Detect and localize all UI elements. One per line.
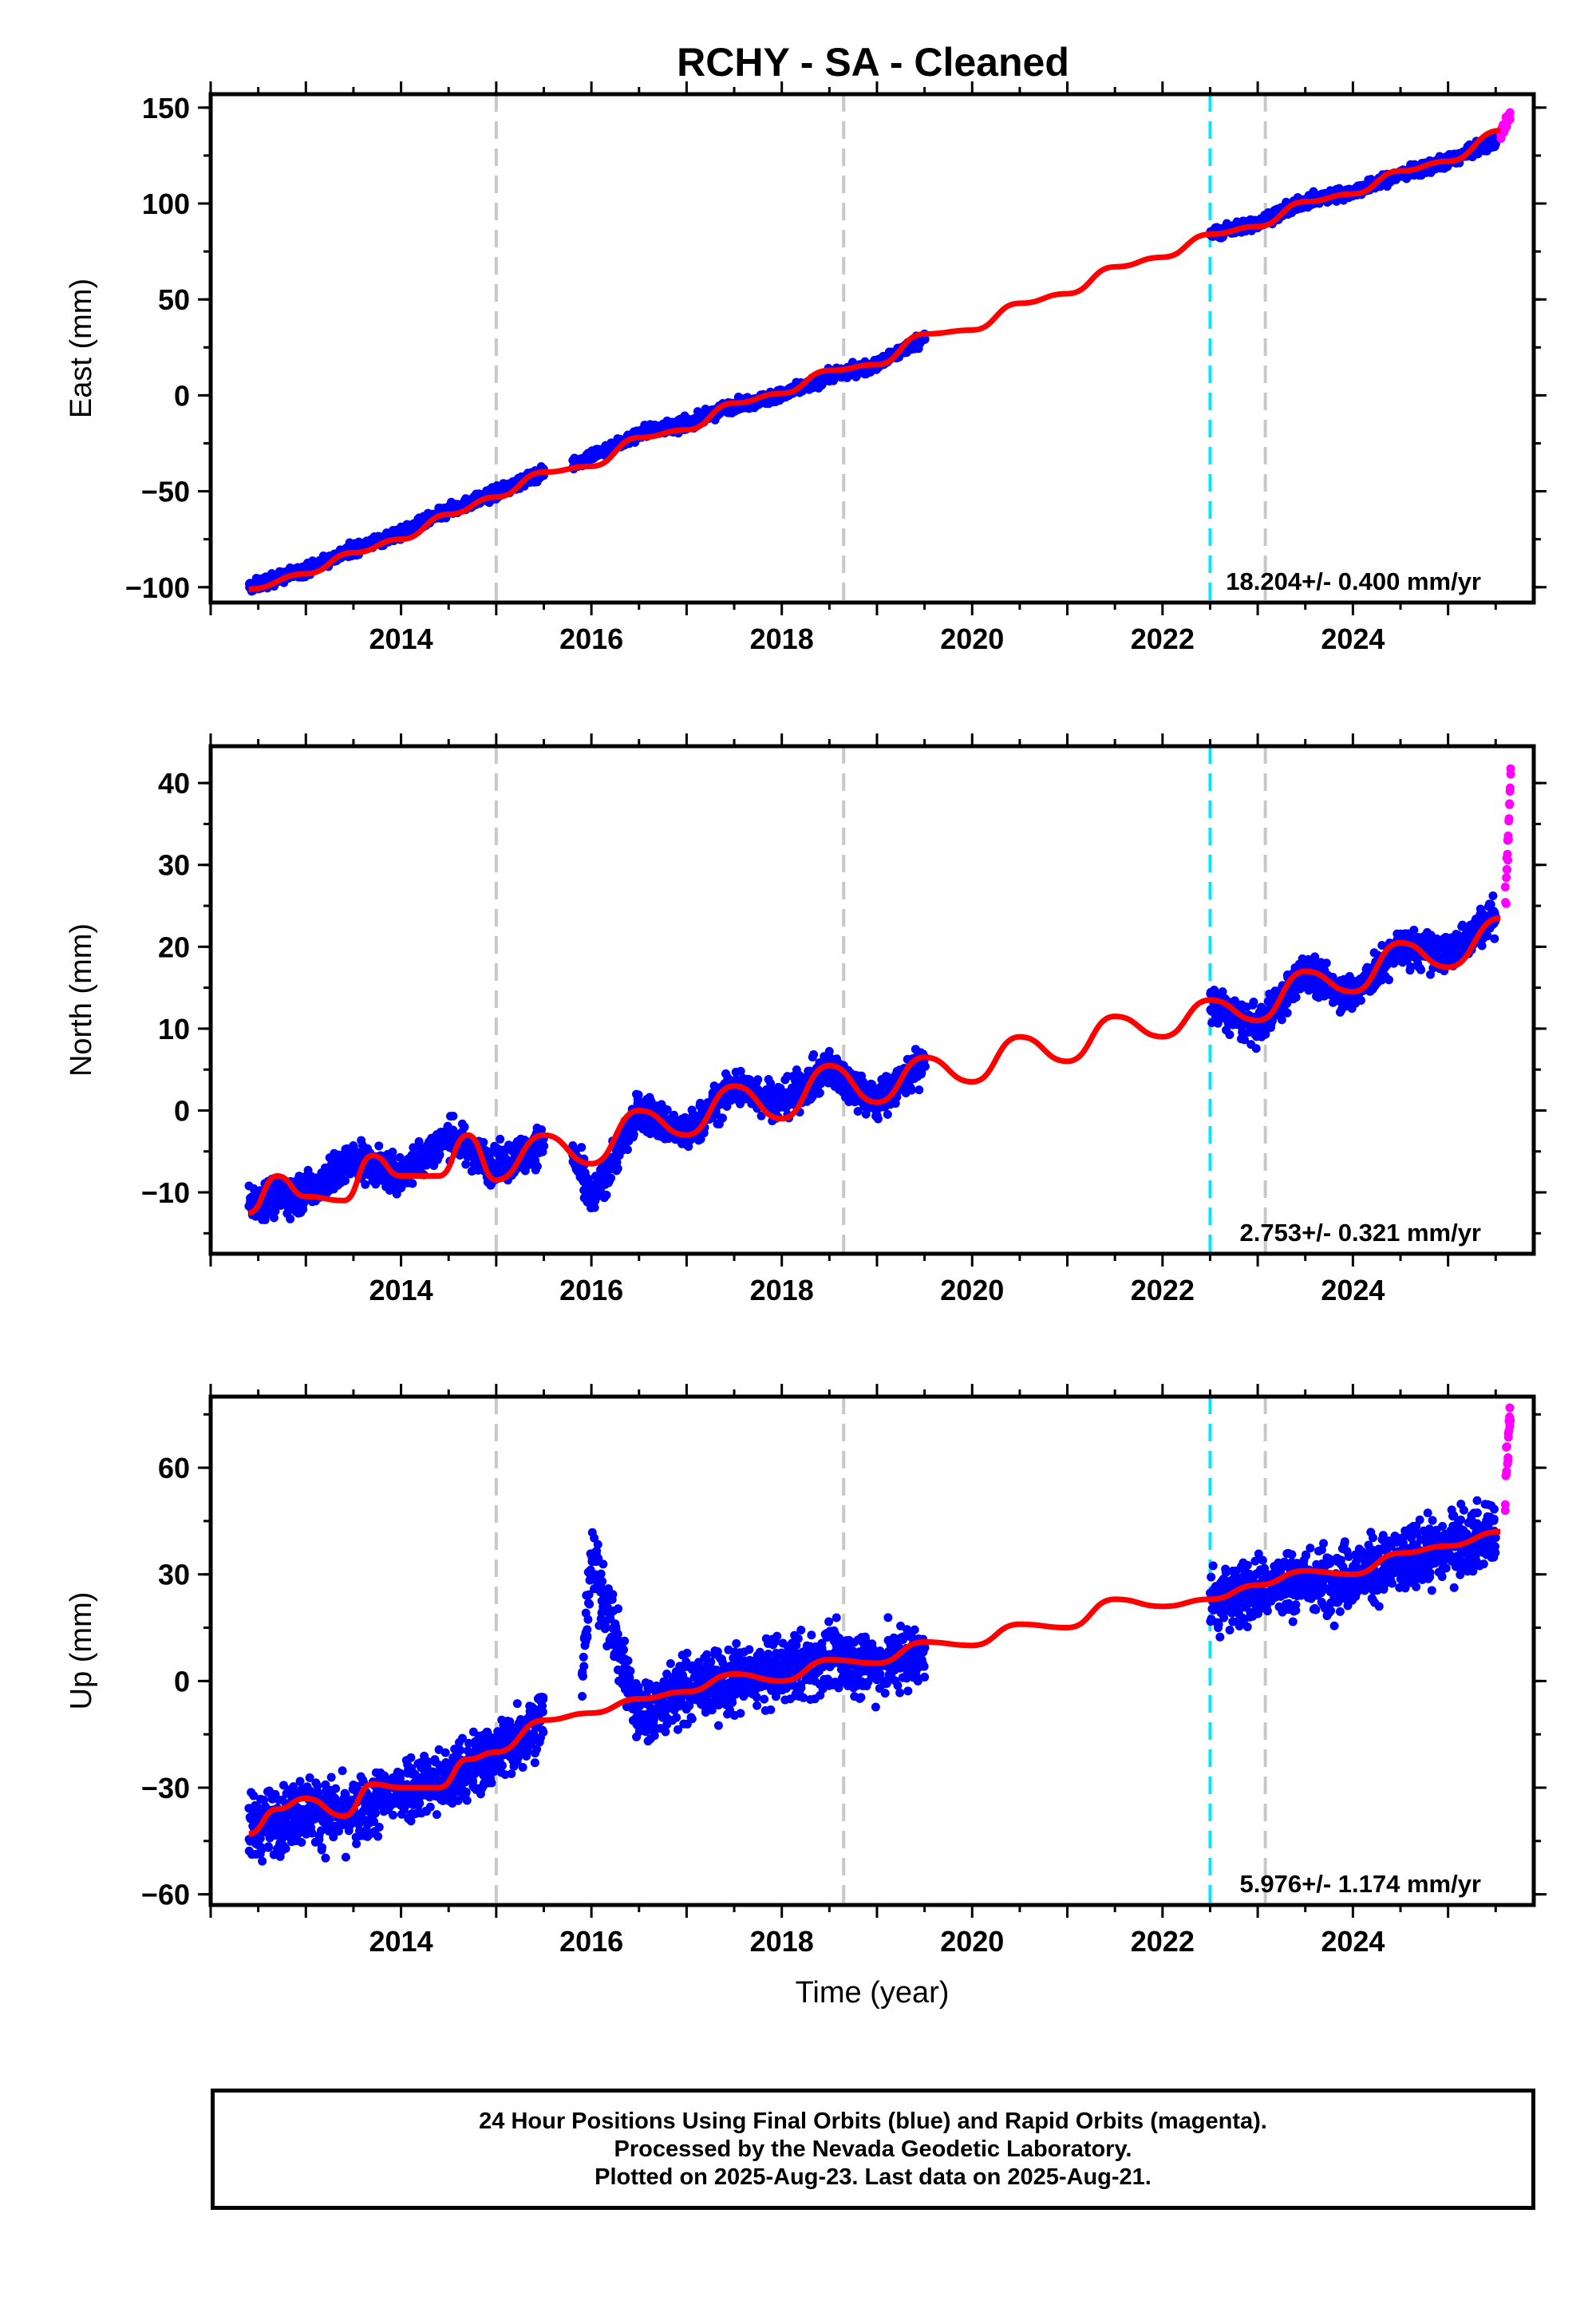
panel-north: 2014 2016 2018 2020 2022 2024−10010203040Nort… [65,733,1547,1306]
y-tick-label: 150 [142,92,190,124]
data-point [341,1176,350,1186]
data-point [1225,1030,1235,1039]
data-point [1310,952,1320,962]
data-point [286,1214,295,1223]
data-point [532,1161,542,1171]
data-point [448,1125,458,1135]
data-point [1249,997,1258,1006]
data-point [385,1185,394,1195]
y-ticks [198,106,1547,589]
data-point [537,1124,547,1134]
data-point [520,1166,530,1176]
data-point [397,1183,406,1192]
data-point [590,1203,599,1212]
x-tick-label: 2018 [750,622,814,655]
x-ticks [209,81,1497,615]
data-point [1239,1035,1249,1045]
data-point [460,1122,469,1132]
data-point [809,1049,819,1059]
y-tick-label: −50 [141,476,190,508]
data-point [448,1111,458,1120]
y-tick-label: −100 [125,571,190,604]
data-point [920,1061,930,1071]
rapid-orbit-points [1496,108,1515,144]
data-point [757,1111,766,1120]
data-point [622,1145,632,1155]
data-point [629,1130,638,1140]
data-point [388,1148,397,1157]
data-point [602,1190,611,1199]
data-point [776,1084,785,1093]
data-point [435,1151,444,1160]
data-point [584,1174,594,1184]
data-point [606,1173,616,1183]
data-point [539,1141,549,1151]
panel-east: 2014 2016 2018 2020 2022 2024 −100 −50 0 50 100 150… [65,81,1547,655]
x-tick-label: 2014 [369,622,433,655]
data-point [1277,1015,1286,1025]
data-point [577,1143,587,1152]
data-point [269,1213,279,1223]
data-point [662,1105,672,1115]
data-point [684,1142,693,1152]
data-point [409,1143,418,1152]
y-axis-label: East (mm) [65,279,98,418]
figure-title: RCHY - SA - Cleaned [677,40,1069,85]
data-point [1282,1008,1292,1018]
data-point [815,1088,824,1097]
data-point [915,1085,924,1095]
data-point [883,1109,892,1119]
data-point [717,1113,727,1123]
data-point [1491,140,1500,149]
x-tick-label: 2016 [559,622,623,655]
data-point [1218,987,1227,997]
data-point [613,1164,622,1173]
model-fit-line [248,128,1501,592]
data-point [461,1160,471,1169]
data-point [745,1075,755,1085]
y-tick-label: 0 [174,379,190,412]
data-point [1291,993,1301,1002]
data-point [634,1090,643,1100]
data-point [374,1141,384,1151]
plot-area [244,764,1515,1224]
data-point [1505,114,1515,124]
data-point [260,1215,270,1224]
data-point [1251,1044,1261,1053]
data-point [753,1075,763,1085]
data-point [1505,108,1515,117]
x-tick-label: 2022 [1131,622,1195,655]
y-tick-label: 100 [142,188,190,220]
x-tick-label: 2024 [1321,622,1385,655]
data-point [496,1134,505,1144]
data-point [906,1083,915,1093]
data-point [1266,1023,1276,1033]
y-tick-label: 50 [158,283,190,316]
data-point [361,1180,370,1189]
data-point [395,1152,405,1162]
data-point [736,1066,745,1076]
x-tick-label: 2020 [940,622,1004,655]
data-point [408,1179,417,1188]
data-point [853,1106,863,1116]
data-point [479,1137,488,1147]
plot-area [245,108,1515,596]
rate-label: 18.204+/- 0.400 mm/yr [1226,567,1481,595]
data-point [873,1114,883,1124]
data-point [916,1069,926,1079]
